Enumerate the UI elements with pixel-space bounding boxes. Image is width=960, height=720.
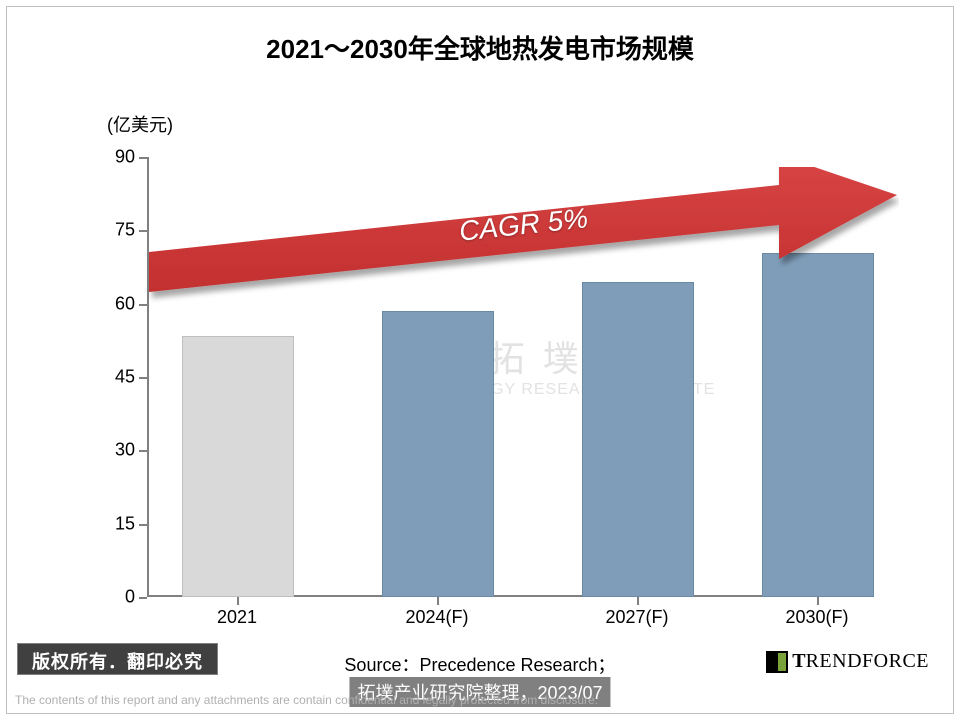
y-tick [139, 377, 147, 379]
y-tick [139, 230, 147, 232]
copyright-bar: 版权所有．翻印必究 [17, 643, 218, 675]
x-tick [637, 597, 639, 605]
bar [182, 336, 294, 597]
y-tick-label: 15 [115, 513, 135, 534]
y-axis [147, 157, 149, 597]
x-tick-label: 2024(F) [405, 607, 468, 628]
x-tick [817, 597, 819, 605]
bar [582, 282, 694, 597]
x-tick-label: 2030(F) [785, 607, 848, 628]
logo-mark-icon [766, 651, 788, 673]
trendforce-logo: TRENDFORCE [766, 650, 929, 673]
x-tick-label: 2021 [217, 607, 257, 628]
x-tick-label: 2027(F) [605, 607, 668, 628]
slide-frame: 2021～2030年全球地热发电市场规模 (亿美元) 拓 墣 TRI TOPOL… [6, 6, 954, 714]
y-tick-label: 0 [125, 587, 135, 608]
y-tick-label: 75 [115, 220, 135, 241]
y-tick [139, 157, 147, 159]
y-tick [139, 304, 147, 306]
disclaimer-text: The contents of this report and any atta… [15, 693, 598, 707]
chart-title: 2021～2030年全球地热发电市场规模 [7, 29, 953, 66]
logo-text: TRENDFORCE [792, 650, 929, 673]
y-tick-label: 90 [115, 147, 135, 168]
copyright-text: 版权所有．翻印必究 [18, 644, 217, 678]
y-tick-label: 60 [115, 293, 135, 314]
x-tick [237, 597, 239, 605]
y-tick-label: 45 [115, 367, 135, 388]
y-tick [139, 524, 147, 526]
y-tick-label: 30 [115, 440, 135, 461]
watermark-cn: 拓 墣 [489, 338, 583, 379]
x-tick [437, 597, 439, 605]
y-tick [139, 450, 147, 452]
y-axis-unit: (亿美元) [107, 111, 173, 137]
bar [762, 253, 874, 597]
y-tick [139, 597, 147, 599]
bar [382, 311, 494, 597]
